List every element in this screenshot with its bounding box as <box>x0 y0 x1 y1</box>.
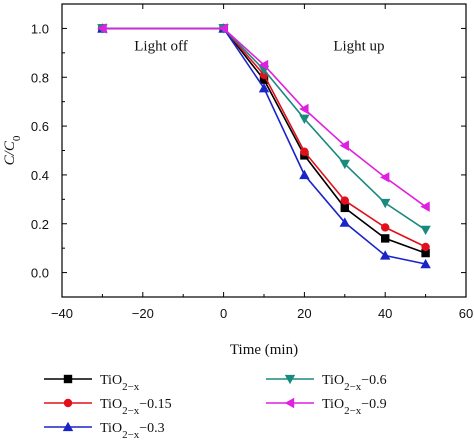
legend-marker <box>63 398 73 408</box>
legend-item: TiO2−x−0.3 <box>44 421 165 441</box>
y-tick-label: 0.0 <box>31 266 49 281</box>
annotation: Light up <box>333 38 384 54</box>
data-point <box>420 201 430 212</box>
series-3 <box>97 24 431 236</box>
series-4 <box>97 23 430 212</box>
x-tick-label: 0 <box>220 306 227 321</box>
data-point <box>339 140 349 151</box>
legend-label: TiO2−x−0.9 <box>322 397 387 417</box>
data-point <box>381 234 390 243</box>
data-point <box>339 159 350 170</box>
y-tick-label: 0.2 <box>31 217 49 232</box>
legend-item: TiO2−x−0.9 <box>266 397 387 417</box>
legend-marker <box>284 397 295 409</box>
x-tick-label: 40 <box>378 306 392 321</box>
y-tick-label: 0.4 <box>31 168 49 183</box>
series-2 <box>97 23 431 269</box>
data-point <box>300 147 309 156</box>
y-tick-label: 1.0 <box>31 21 49 36</box>
annotations: Light off Light up <box>134 38 384 54</box>
plot-frame <box>61 3 467 298</box>
series-0 <box>98 24 430 258</box>
axis-ticks: −40 −20 0 20 40 60 0.0 0.2 0.4 0.6 0.8 1.0 <box>31 3 473 321</box>
data-point <box>420 225 431 236</box>
legend-marker <box>284 374 296 385</box>
x-axis-label: Time (min) <box>230 342 298 358</box>
series-1 <box>98 24 430 252</box>
data-point <box>380 198 391 209</box>
data-point <box>420 258 431 269</box>
legend-label: TiO2−x−0.3 <box>100 421 165 441</box>
data-point <box>340 196 349 205</box>
data-point <box>340 203 349 213</box>
series-line <box>102 27 426 254</box>
x-tick-label: −40 <box>51 306 73 321</box>
data-point <box>299 114 310 124</box>
data-point <box>421 242 430 252</box>
plot-series <box>97 23 431 269</box>
x-tick-label: −20 <box>132 306 154 321</box>
data-point <box>97 23 107 34</box>
legend: TiO2−x TiO2−x−0.15 TiO2−x−0.3 TiO2−x−0.6 TiO… <box>44 373 387 441</box>
series-line <box>102 27 426 248</box>
data-point <box>339 217 350 227</box>
legend-label: TiO2−x−0.15 <box>100 397 172 417</box>
x-tick-label: 20 <box>297 306 311 321</box>
y-axis-label: C/C0 <box>2 135 23 165</box>
data-point <box>380 250 391 260</box>
series-line <box>102 27 427 231</box>
y-tick-label: 0.6 <box>31 119 49 134</box>
data-point <box>421 248 430 258</box>
y-tick-label: 0.8 <box>31 70 49 85</box>
data-point <box>381 223 390 232</box>
series-line <box>102 27 427 208</box>
legend-item: TiO2−x−0.15 <box>44 397 172 417</box>
legend-marker <box>62 421 74 432</box>
data-point <box>299 169 310 180</box>
legend-label: TiO2−x <box>100 373 140 393</box>
x-tick-label: 60 <box>459 306 473 321</box>
data-point <box>380 172 390 183</box>
data-point <box>258 83 270 93</box>
legend-item: TiO2−x−0.6 <box>266 373 387 393</box>
legend-item: TiO2−x <box>44 373 140 393</box>
data-point <box>218 23 228 34</box>
legend-marker <box>63 374 73 384</box>
legend-label: TiO2−x−0.6 <box>322 373 387 393</box>
data-point <box>258 59 269 71</box>
annotation: Light off <box>134 38 187 54</box>
data-point <box>299 103 309 115</box>
data-point <box>259 75 269 84</box>
